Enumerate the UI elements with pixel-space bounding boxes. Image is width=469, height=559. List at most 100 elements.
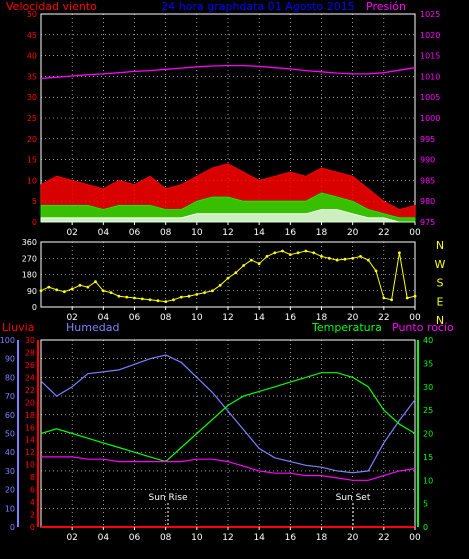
pressure-axis-tick-label: 1000	[420, 114, 440, 123]
wind-speed-label: Velocidad viento	[6, 0, 97, 13]
wind-direction-point	[55, 288, 58, 292]
humidity-axis-tick-label: 60	[5, 411, 15, 420]
temperature-axis-tick-label: 20	[423, 430, 433, 439]
temperature-line	[40, 372, 416, 463]
x-tick-label: 02	[66, 533, 77, 543]
wind-direction-point	[203, 291, 207, 294]
x-tick-label: 20	[347, 313, 359, 323]
rain-axis-tick-label: 28	[25, 348, 35, 357]
wind-direction-point	[156, 299, 160, 303]
wind-direction-point	[140, 297, 144, 301]
humidity-axis-tick-label: 90	[5, 355, 15, 364]
wind-direction-point	[234, 271, 238, 275]
pressure-axis-tick-label: 1020	[420, 31, 440, 40]
wind-direction-point	[304, 249, 308, 253]
rain-axis-tick-label: 30	[25, 336, 35, 345]
rain-axis-tick-label: 2	[30, 511, 35, 520]
wind-direction-point	[327, 256, 331, 260]
sunset-label: Sun Set	[336, 493, 371, 503]
compass-label: W	[435, 258, 446, 271]
wind-direction-point	[78, 283, 82, 287]
x-tick-label: 18	[316, 228, 328, 238]
pressure-axis-tick-label: 985	[420, 176, 435, 185]
x-tick-label: 12	[222, 313, 233, 323]
wind-direction-point	[117, 294, 121, 298]
wind-direction-point	[281, 249, 284, 253]
x-tick-label: 16	[285, 533, 297, 543]
rain-axis-tick-label: 26	[25, 361, 35, 370]
wind-minimum-area	[40, 209, 415, 223]
wind-direction-point	[187, 294, 191, 298]
x-tick-label: 20	[347, 228, 359, 238]
pressure-axis-tick-label: 1005	[420, 93, 440, 102]
wind-axis-tick-label: 5	[32, 197, 37, 206]
rain-axis-tick-label: 20	[25, 398, 35, 407]
wind-axis-tick-label: 40	[27, 52, 37, 61]
wind-direction-point	[211, 289, 214, 293]
humidity-line	[40, 354, 416, 474]
direction-axis-tick-label: 270	[22, 254, 37, 263]
wind-axis-tick-label: 15	[27, 156, 37, 165]
wind-direction-point	[351, 256, 355, 260]
wind-pressure-ticks: 02 04 06 08 10 12 14 16 18 20 22 000510152025303540…	[27, 10, 441, 238]
pressure-axis-tick-label: 975	[420, 218, 435, 227]
temperature-axis-tick-label: 35	[423, 359, 433, 368]
humidity-temperature-ticks: 02 04 06 08 10 12 14 16 18 20 22 000102030405060708…	[0, 336, 433, 543]
wind-direction-marks	[39, 249, 417, 303]
rain-axis-tick-label: 12	[25, 448, 35, 457]
x-tick-label: 02	[66, 313, 77, 323]
wind-direction-point	[63, 290, 66, 294]
wind-direction-point	[218, 283, 222, 287]
humidity-label: Humedad	[66, 321, 119, 334]
direction-axis-tick-label: 0	[32, 303, 37, 312]
rain-axis-tick-label: 6	[30, 486, 35, 495]
wind-axis-tick-label: 0	[32, 218, 37, 227]
pressure-axis-tick-label: 990	[420, 156, 435, 165]
temperature-axis-tick-label: 30	[423, 383, 433, 392]
sunrise-label: Sun Rise	[149, 493, 188, 503]
wind-axis-tick-label: 20	[27, 135, 37, 144]
wind-direction-point	[164, 300, 168, 303]
temperature-axis-tick-label: 10	[423, 476, 433, 485]
temperature-axis-tick-label: 0	[423, 523, 428, 532]
humidity-axis-tick-label: 70	[5, 392, 15, 401]
humidity-axis-tick-label: 50	[5, 430, 15, 439]
compass-label: E	[437, 295, 444, 308]
wind-direction-point	[390, 298, 393, 302]
pressure-label: Presión	[366, 0, 406, 13]
x-tick-label: 00	[409, 533, 421, 543]
wind-direction-point	[148, 298, 152, 302]
wind-direction-point	[101, 289, 105, 293]
humidity-axis-tick-label: 0	[10, 523, 15, 532]
pressure-axis-tick-label: 995	[420, 135, 435, 144]
wind-direction-point	[265, 255, 269, 258]
wind-direction-point	[288, 253, 292, 256]
temperature-axis-tick-label: 40	[423, 336, 433, 345]
wind-direction-point	[374, 269, 378, 273]
wind-axis-tick-label: 10	[27, 176, 37, 185]
x-tick-label: 02	[66, 228, 77, 238]
pressure-axis-tick-label: 1015	[420, 52, 440, 61]
x-tick-label: 10	[191, 313, 203, 323]
wind-axis-tick-label: 50	[27, 10, 37, 19]
humidity-axis-tick-label: 10	[5, 504, 15, 513]
temperature-label: Temperatura	[311, 321, 382, 334]
wind-direction-point	[320, 255, 323, 258]
rain-axis-tick-label: 16	[25, 423, 35, 432]
direction-axis-tick-label: 180	[22, 271, 37, 280]
x-tick-label: 18	[316, 533, 328, 543]
rain-axis-tick-label: 0	[30, 523, 35, 532]
dewpoint-line	[41, 456, 416, 481]
humidity-axis-tick-label: 80	[5, 373, 15, 382]
rain-axis-tick-label: 8	[30, 473, 35, 482]
humidity-axis-tick-label: 40	[5, 448, 15, 457]
x-tick-label: 18	[316, 313, 328, 323]
wind-direction-point	[335, 258, 339, 262]
wind-direction-point	[172, 298, 175, 302]
wind-direction-point	[109, 291, 113, 294]
wind-direction-point	[86, 285, 90, 289]
x-tick-label: 22	[378, 533, 389, 543]
humidity-axis-tick-label: 30	[5, 467, 15, 476]
